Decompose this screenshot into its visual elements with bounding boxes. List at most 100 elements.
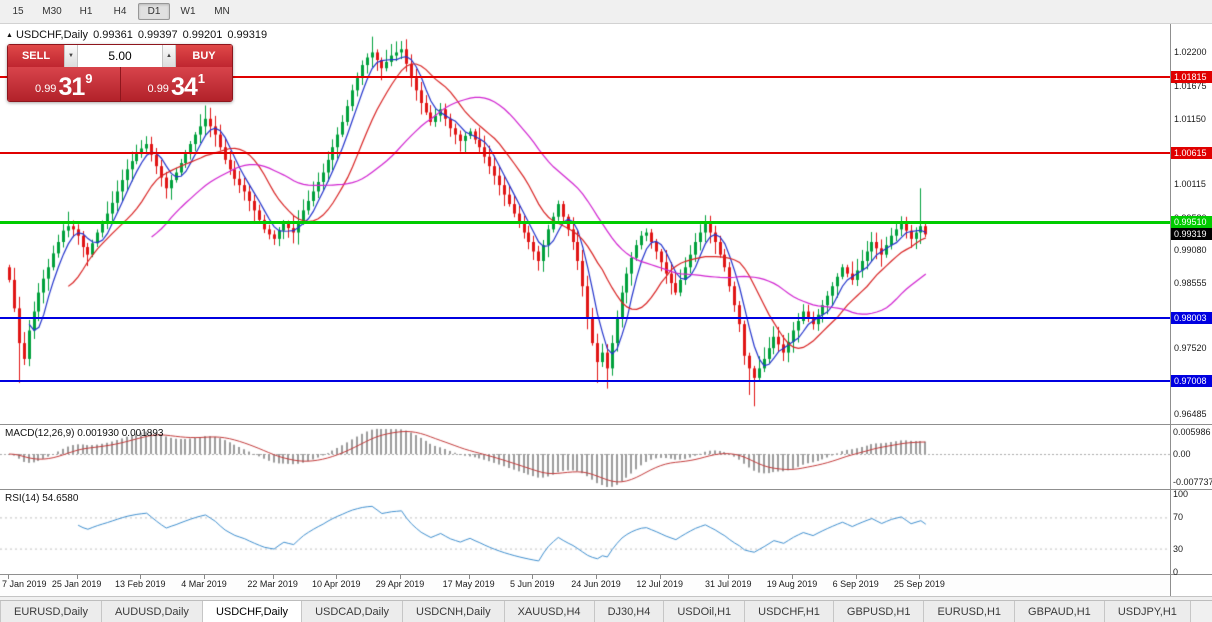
rsi-axis-label-70: 70	[1173, 512, 1184, 523]
buy-price-point: 1	[197, 71, 205, 86]
chart-tab-USDCHF-Daily[interactable]: USDCHF,Daily	[202, 601, 303, 622]
date-label-4-Mar-2019: 4 Mar 2019	[181, 579, 227, 589]
date-label-29-Apr-2019: 29 Apr 2019	[375, 579, 425, 589]
timeframe-button-D1[interactable]: D1	[138, 3, 170, 20]
date-tick	[596, 575, 597, 579]
date-tick	[8, 575, 9, 579]
timeframe-button-MN[interactable]: MN	[214, 6, 230, 17]
date-label-22-Mar-2019: 22 Mar 2019	[247, 579, 298, 589]
macd-axis-top: 0.005986	[1173, 427, 1211, 437]
chart-tab-USDCHF-H1[interactable]: USDCHF,H1	[745, 601, 834, 622]
date-label-24-Jun-2019: 24 Jun 2019	[571, 579, 621, 589]
price-tag-0.98003: 0.98003	[1171, 311, 1212, 324]
buy-button[interactable]: BUY	[176, 45, 232, 67]
date-tick	[272, 575, 274, 579]
trade-panel-quotes: 0.99 31 9 0.99 34 1	[8, 67, 232, 101]
price-axis-label-0.96485: 0.96485	[1174, 408, 1207, 419]
ohlc-high: 0.99397	[137, 29, 178, 41]
price-tag-1.01815: 1.01815	[1171, 70, 1212, 83]
price-axis-label-1.01675: 1.01675	[1174, 80, 1207, 91]
date-label-5-Jun-2019: 5 Jun 2019	[510, 579, 555, 589]
symbol-triangle-icon: ▲	[6, 32, 13, 39]
chart-tab-GBPUSD-H1[interactable]: GBPUSD,H1	[833, 601, 925, 622]
timeframe-button-W1[interactable]: W1	[180, 6, 196, 17]
horizontal-level-line-1.01815[interactable]	[0, 75, 1170, 78]
date-label-31-Jul-2019: 31 Jul 2019	[705, 579, 752, 589]
date-tick	[76, 575, 78, 579]
date-tick	[336, 575, 338, 579]
symbol-name: USDCHF,Daily	[15, 29, 89, 41]
macd-axis-zero: 0.00	[1173, 449, 1191, 459]
buy-price-display[interactable]: 0.99 34 1	[121, 67, 233, 101]
date-label-19-Aug-2019: 19 Aug 2019	[766, 579, 818, 589]
timeframe-button-M30[interactable]: M30	[42, 6, 62, 17]
price-axis-label-0.98555: 0.98555	[1174, 277, 1207, 288]
price-axis-label-1.01150: 1.01150	[1174, 113, 1206, 124]
lot-size-field[interactable]: 5.00	[78, 45, 162, 67]
timeframe-button-15[interactable]: 15	[12, 6, 24, 17]
date-tick	[468, 575, 470, 579]
macd-axis-bottom: -0.007737	[1173, 477, 1212, 487]
lot-increase-button[interactable]: ▲	[162, 45, 176, 67]
price-tag-0.99510: 0.99510	[1171, 216, 1212, 229]
price-tag-0.97008: 0.97008	[1171, 374, 1212, 387]
horizontal-level-line-0.98003[interactable]	[0, 316, 1170, 319]
date-tick	[204, 575, 205, 579]
price-tag-1.00615: 1.00615	[1171, 146, 1212, 159]
sell-button[interactable]: SELL	[8, 45, 64, 67]
chart-tab-USDCNH-Daily[interactable]: USDCNH,Daily	[403, 601, 505, 622]
date-tick	[400, 575, 401, 579]
timeframe-button-H1[interactable]: H1	[79, 6, 93, 17]
ohlc-open: 0.99361	[93, 29, 133, 41]
panel-separator[interactable]	[0, 574, 1212, 575]
chart-tab-XAUUSD-H4[interactable]: XAUUSD,H4	[504, 601, 595, 622]
date-label-17-May-2019: 17 May 2019	[442, 579, 495, 589]
date-label-25-Jan-2019: 25 Jan 2019	[51, 579, 102, 589]
arrow-down-icon: ▼	[68, 53, 74, 59]
timeframe-button-H4[interactable]: H4	[113, 6, 127, 17]
panel-separator[interactable]	[0, 424, 1212, 425]
lot-decrease-button[interactable]: ▼	[64, 45, 78, 67]
date-label-7-Jan-2019: 7 Jan 2019	[2, 579, 47, 589]
chart-symbol-header: ▲ USDCHF,Daily 0.99361 0.99397 0.99201 0.9931…	[6, 29, 267, 41]
buy-price-prefix: 0.99	[147, 83, 169, 95]
chart-tab-USDCAD-Daily[interactable]: USDCAD,Daily	[302, 601, 404, 622]
current-price-tag: 0.99319	[1171, 228, 1212, 241]
chart-tab-AUDUSD-Daily[interactable]: AUDUSD,Daily	[101, 601, 203, 622]
price-axis-label-1.00115: 1.00115	[1174, 179, 1206, 190]
timeframe-toolbar: 15 M30 H1 H4 D1 W1 MN	[0, 0, 1212, 24]
horizontal-level-line-1.00615[interactable]	[0, 151, 1170, 154]
ohlc-close: 0.99319	[227, 29, 268, 41]
sell-price-pips: 31	[58, 72, 85, 101]
sell-price-display[interactable]: 0.99 31 9	[8, 67, 121, 101]
date-tick	[140, 575, 142, 579]
chart-tab-USDOil-H1[interactable]: USDOil,H1	[664, 601, 746, 622]
trade-panel-controls: SELL ▼ 5.00 ▲ BUY	[8, 45, 232, 67]
date-label-13-Feb-2019: 13 Feb 2019	[115, 579, 166, 589]
horizontal-level-line-0.97008[interactable]	[0, 379, 1170, 382]
price-axis-label-0.99080: 0.99080	[1174, 244, 1207, 255]
rsi-label: RSI(14) 54.6580	[5, 493, 79, 504]
chart-tab-EURUSD-Daily[interactable]: EURUSD,Daily	[0, 601, 102, 622]
chart-tab-EURUSD-H1[interactable]: EURUSD,H1	[924, 601, 1016, 622]
rsi-axis-label-30: 30	[1173, 543, 1184, 554]
rsi-axis-label-0: 0	[1173, 567, 1179, 577]
date-tick	[532, 575, 534, 579]
sell-price-point: 9	[85, 71, 93, 86]
one-click-trading-panel: SELL ▼ 5.00 ▲ BUY 0.99 31 9 0.99 34 1	[7, 44, 233, 102]
date-tick	[659, 575, 661, 579]
price-axis-label-0.97520: 0.97520	[1174, 343, 1207, 354]
chart-tab-bar: EURUSD,Daily AUDUSD,Daily USDCHF,Daily USDC…	[0, 600, 1212, 622]
chart-tab-DJ30-H4[interactable]: DJ30,H4	[594, 601, 665, 622]
chart-tab-GBPAUD-H1[interactable]: GBPAUD,H1	[1015, 601, 1105, 622]
date-label-10-Apr-2019: 10 Apr 2019	[312, 579, 361, 589]
chart-tab-USDJPY-H1[interactable]: USDJPY,H1	[1104, 601, 1191, 622]
sell-price-prefix: 0.99	[35, 83, 57, 95]
date-label-6-Sep-2019: 6 Sep 2019	[832, 579, 879, 589]
date-label-12-Jul-2019: 12 Jul 2019	[636, 579, 683, 589]
horizontal-level-line-0.99510[interactable]	[0, 220, 1170, 224]
panel-separator[interactable]	[0, 489, 1212, 490]
date-tick	[855, 575, 857, 579]
